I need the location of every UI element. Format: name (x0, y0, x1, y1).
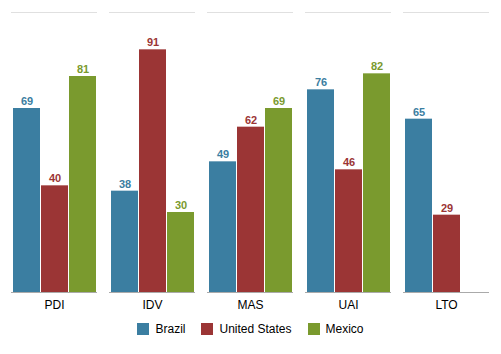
html-text:United States: United States (219, 322, 292, 336)
svg-text:IDV: IDV (142, 298, 162, 312)
svg-text:49: 49 (217, 148, 229, 160)
svg-text:46: 46 (343, 156, 355, 168)
html-text:Brazil: Brazil (155, 322, 186, 336)
svg-text:82: 82 (371, 60, 383, 72)
svg-text:29: 29 (441, 202, 453, 214)
svg-text:30: 30 (175, 199, 187, 211)
html-text:Mexico: Mexico (325, 322, 364, 336)
svg-text:69: 69 (273, 95, 285, 107)
svg-text:40: 40 (49, 172, 61, 184)
svg-text:LTO: LTO (435, 298, 457, 312)
svg-text:UAI: UAI (338, 298, 358, 312)
svg-text:91: 91 (147, 36, 159, 48)
svg-text:69: 69 (21, 95, 33, 107)
svg-text:76: 76 (315, 76, 327, 88)
svg-text:62: 62 (245, 114, 257, 126)
svg-text:38: 38 (119, 178, 131, 190)
svg-text:81: 81 (77, 63, 89, 75)
svg-text:PDI: PDI (44, 298, 64, 312)
svg-text:65: 65 (413, 106, 425, 118)
svg-text:MAS: MAS (237, 298, 263, 312)
